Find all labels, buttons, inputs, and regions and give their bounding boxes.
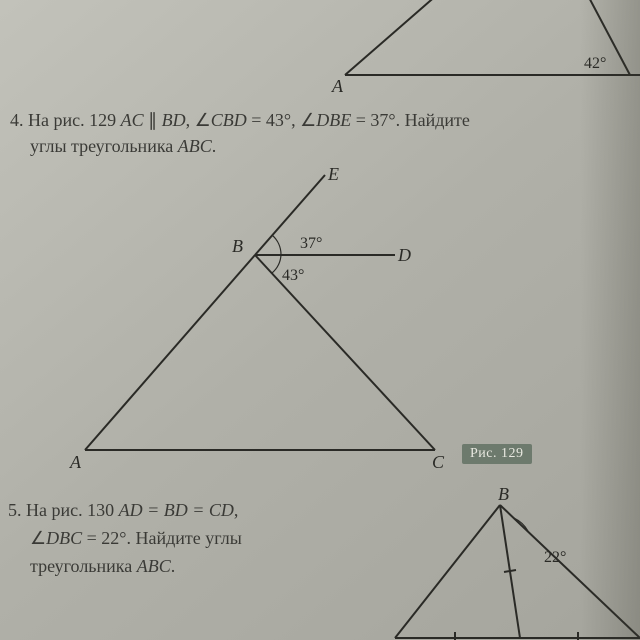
- f129-E: E: [327, 164, 339, 184]
- p4-l1c: ∥: [144, 110, 162, 130]
- f130-ang22: 22°: [544, 549, 566, 566]
- p5-l2a: ∠: [30, 528, 46, 548]
- top-label-A: A: [331, 76, 344, 96]
- f129-B: B: [232, 236, 243, 256]
- p4-l1e: , ∠: [186, 110, 211, 130]
- f130-B: B: [498, 484, 509, 504]
- f129-ang43: 43°: [282, 267, 304, 284]
- p4-l2c: .: [212, 136, 217, 156]
- problem5-line3: треугольника ABC.: [30, 554, 175, 579]
- f129-ang37: 37°: [300, 235, 322, 252]
- p5-l2b: DBC: [46, 528, 82, 548]
- p4-l1i: = 37°. Найдите: [351, 110, 470, 130]
- p5-num: 5.: [8, 500, 22, 520]
- textbook-page: A 42° A C B D E 37° 43°: [0, 0, 640, 640]
- p4-l1f: CBD: [211, 110, 247, 130]
- problem4-line1: 4. На рис. 129 AC ∥ BD, ∠CBD = 43°, ∠DBE…: [10, 108, 470, 133]
- p4-l1d: BD: [162, 110, 186, 130]
- f129-C: C: [432, 452, 445, 472]
- problem5-line1: 5. На рис. 130 AD = BD = CD,: [8, 498, 238, 523]
- p5-l2c: = 22°. Найдите углы: [82, 528, 242, 548]
- p4-l1b: AC: [121, 110, 144, 130]
- p5-l3c: .: [171, 556, 176, 576]
- problem5-line2: ∠DBC = 22°. Найдите углы: [30, 526, 242, 551]
- problem4-line2: углы треугольника ABC.: [30, 134, 216, 159]
- p4-l1a: На рис. 129: [28, 110, 121, 130]
- p4-num: 4.: [10, 110, 24, 130]
- p5-l1b: AD = BD = CD: [119, 500, 234, 520]
- f129-A: A: [69, 452, 82, 472]
- p5-l1a: На рис. 130: [26, 500, 119, 520]
- p4-l2: углы треугольника: [30, 136, 178, 156]
- p4-l2b: ABC: [178, 136, 212, 156]
- figure-129: A C B D E 37° 43°: [69, 164, 445, 472]
- p4-l1h: DBE: [316, 110, 351, 130]
- p4-l1g: = 43°, ∠: [247, 110, 317, 130]
- f129-D: D: [397, 245, 411, 265]
- p5-l3a: треугольника: [30, 556, 137, 576]
- page-shadow: [580, 0, 640, 640]
- p5-l3b: ABC: [137, 556, 171, 576]
- fig129-badge: Рис. 129: [462, 444, 532, 464]
- p5-l1c: ,: [234, 500, 239, 520]
